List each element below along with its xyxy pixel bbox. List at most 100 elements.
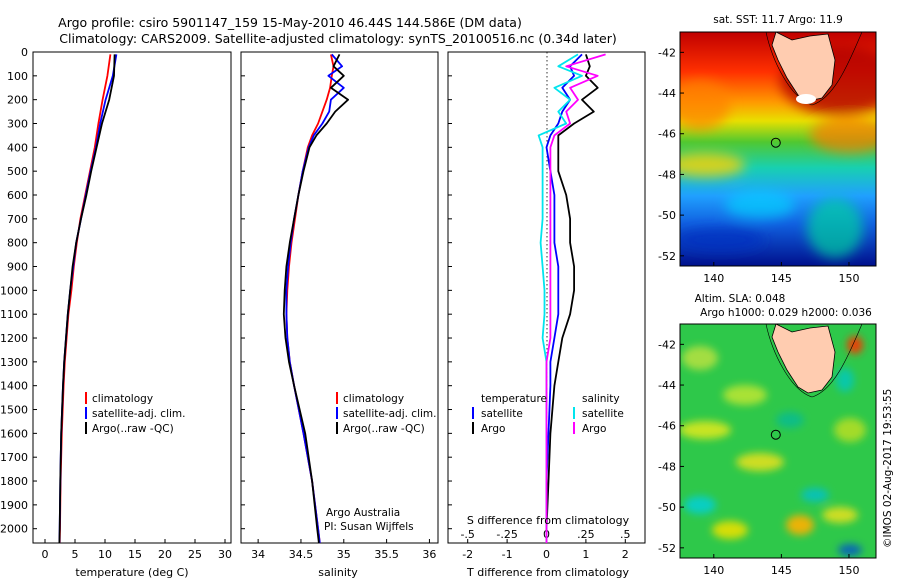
depth-tick-label: 1000 [0,284,28,297]
depth-tick-label: 200 [7,94,28,107]
salinity-plot-frame [240,51,439,544]
temperature-plot-frame [32,51,232,544]
title-line-2: Climatology: CARS2009. Satellite-adjuste… [59,31,616,46]
legend-argo: Argo(..raw -QC) [92,423,174,435]
s-difference-label: S difference from climatology [467,514,630,527]
depth-tick-label: 2000 [0,523,28,536]
depth-tick-label: 800 [7,237,28,250]
depth-tick-label: 1100 [0,308,28,321]
sst-tasmania [765,32,863,106]
depth-tick-label: 400 [7,141,28,154]
depth-tick-label: 1800 [0,475,28,488]
x-tick-label: 34 [251,548,265,561]
depth-tick-label: 0 [21,46,28,59]
depth-tick-label: 500 [7,165,28,178]
x-tick-label: 36 [422,548,436,561]
x-tick-label: 20 [158,548,172,561]
map-x-tick-label: 140 [703,272,724,285]
legend-satellite-adj: satellite-adj. clim. [343,408,436,420]
top-x-tick-label: .25 [577,528,595,541]
legend-s-argo: Argo [582,423,606,435]
x-tick-label: 34.5 [289,548,314,561]
depth-tick-label: 1300 [0,356,28,369]
map-y-tick-label: -48 [658,460,676,473]
x-tick-label: 35.5 [374,548,399,561]
difference-legend: temperature satellite Argo salinity sate… [472,393,624,435]
depth-tick-label: 900 [7,261,28,274]
sst-map-title: sat. SST: 11.7 Argo: 11.9 [713,14,843,26]
map-x-tick-label: 140 [703,564,724,577]
depth-tick-label: 100 [7,70,28,83]
map-y-tick-label: -52 [658,250,676,263]
top-x-tick-label: -.5 [460,528,474,541]
temperature-x-axis: 0 5 10 15 20 25 30 [42,539,232,561]
x-tick-label: 1 [582,548,589,561]
map-y-tick-label: -50 [658,501,676,514]
sla-map-title-1: Altim. SLA: 0.048 [695,293,786,305]
legend-satellite-adj: satellite-adj. clim. [92,408,185,420]
difference-x-axis: -2 -1 0 1 2-.5 -.25 0.25.5 [460,528,630,561]
sla-map-title-2: Argo h1000: 0.029 h2000: 0.036 [700,307,872,319]
depth-tick-label: 1500 [0,404,28,417]
series-line-satellite [537,53,583,543]
legend-t-argo: Argo [481,423,505,435]
map-y-tick-label: -42 [658,46,676,59]
x-tick-label: 30 [218,548,232,561]
sla-map-frame [679,323,877,559]
temperature-lines [58,54,118,544]
x-tick-label: -2 [462,548,473,561]
top-x-tick-label: .5 [620,528,631,541]
legend-s-satellite: satellite [582,408,624,420]
series-line-argo-raw-qc- [58,54,116,544]
watermark: ©IMOS 02-Aug-2017 19:53:55 [882,389,894,548]
temperature-axis-label: temperature (deg C) [75,566,188,579]
salinity-legend: climatology satellite-adj. clim. Argo(..… [336,392,436,435]
t-difference-label: T difference from climatology [466,566,629,579]
x-tick-label: 25 [188,548,202,561]
map-y-tick-label: -44 [658,379,676,392]
x-tick-label: 10 [98,548,112,561]
series-line-climatology [58,54,112,544]
map-y-tick-label: -46 [658,128,676,141]
sla-map-image [680,324,876,558]
title-line-1: Argo profile: csiro 5901147_159 15-May-2… [58,15,522,30]
legend-argo: Argo(..raw -QC) [343,423,425,435]
map-x-tick-label: 145 [771,564,792,577]
difference-lines [537,53,606,543]
temperature-legend: climatology satellite-adj. clim. Argo(..… [85,392,185,435]
map-y-tick-label: -50 [658,209,676,222]
legend-climatology: climatology [343,393,404,405]
depth-tick-label: 1900 [0,499,28,512]
map-y-tick-label: -46 [658,420,676,433]
legend-salinity-heading: salinity [582,393,620,405]
depth-tick-label: 700 [7,213,28,226]
legend-temperature-heading: temperature [481,393,547,405]
depth-axis: 0 100 200 300 400 500 600 700 800 900 1000 1100 1200… [0,46,452,536]
depth-tick-label: 1400 [0,380,28,393]
series-line-argo [545,53,606,543]
series-line-argo [545,54,599,543]
map-x-tick-label: 150 [838,564,859,577]
series-line-satellite-adj-clim- [58,54,118,544]
sla-map-axes: 140 145 150 -42 -44 -46 -48 -50 -52 [658,338,859,577]
salinity-x-axis: 34 34.5 35 35.5 36 [251,539,436,561]
sst-map-axes: 140 145 150 -42 -44 -46 -48 -50 -52 [658,46,859,285]
depth-tick-label: 300 [7,118,28,131]
map-y-tick-label: -48 [658,168,676,181]
x-tick-label: -1 [502,548,513,561]
x-tick-label: 0 [543,548,550,561]
x-tick-label: 15 [128,548,142,561]
map-y-tick-label: -44 [658,87,676,100]
map-x-tick-label: 145 [771,272,792,285]
sst-argo-location-marker [770,137,781,148]
pi-text: PI: Susan Wijffels [324,521,414,533]
x-tick-label: 0 [42,548,49,561]
depth-tick-label: 1200 [0,332,28,345]
sst-map-frame [679,31,877,267]
salinity-axis-label: salinity [318,566,358,579]
salinity-lines [282,53,350,544]
series-line-argo-raw-qc- [282,53,350,544]
depth-tick-label: 1700 [0,451,28,464]
depth-tick-label: 1600 [0,427,28,440]
